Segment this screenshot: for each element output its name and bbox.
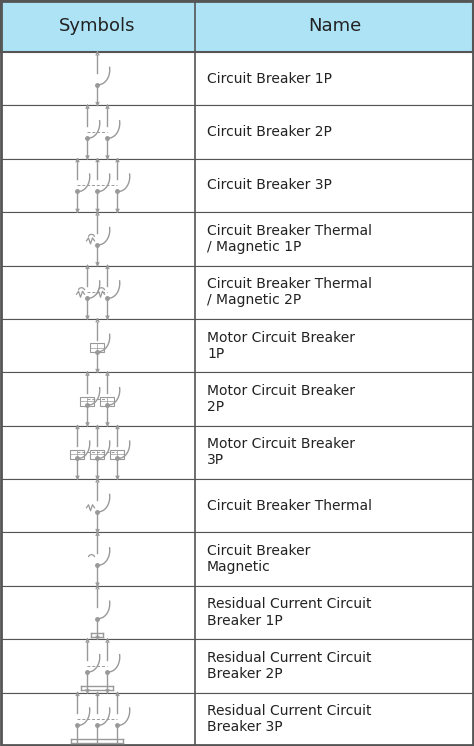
- Bar: [91, 343, 104, 352]
- Text: Circuit Breaker
Magnetic: Circuit Breaker Magnetic: [207, 544, 310, 574]
- Bar: [100, 397, 115, 406]
- Bar: [1, 533, 473, 586]
- Text: Motor Circuit Breaker
2P: Motor Circuit Breaker 2P: [207, 384, 355, 414]
- Bar: [1, 479, 473, 533]
- Text: Motor Circuit Breaker
3P: Motor Circuit Breaker 3P: [207, 437, 355, 468]
- Text: Circuit Breaker 1P: Circuit Breaker 1P: [207, 72, 332, 86]
- Bar: [91, 450, 104, 459]
- Bar: [1, 639, 473, 692]
- Bar: [1, 1, 473, 52]
- Bar: [1, 372, 473, 426]
- Text: Circuit Breaker Thermal: Circuit Breaker Thermal: [207, 499, 372, 513]
- Bar: [1, 159, 473, 212]
- Text: Residual Current Circuit
Breaker 3P: Residual Current Circuit Breaker 3P: [207, 704, 372, 734]
- Text: Symbols: Symbols: [59, 17, 136, 35]
- Bar: [1, 586, 473, 639]
- Text: Circuit Breaker Thermal
/ Magnetic 1P: Circuit Breaker Thermal / Magnetic 1P: [207, 224, 372, 254]
- Bar: [1, 692, 473, 746]
- Text: Circuit Breaker 2P: Circuit Breaker 2P: [207, 125, 332, 139]
- Text: Circuit Breaker Thermal
/ Magnetic 2P: Circuit Breaker Thermal / Magnetic 2P: [207, 277, 372, 307]
- Bar: [110, 450, 125, 459]
- Text: Name: Name: [308, 17, 361, 35]
- Text: Residual Current Circuit
Breaker 1P: Residual Current Circuit Breaker 1P: [207, 598, 372, 627]
- Bar: [1, 105, 473, 159]
- Text: Motor Circuit Breaker
1P: Motor Circuit Breaker 1P: [207, 330, 355, 361]
- Bar: [71, 450, 84, 459]
- Bar: [81, 397, 94, 406]
- Bar: [1, 52, 473, 105]
- Bar: [1, 212, 473, 266]
- Text: Residual Current Circuit
Breaker 2P: Residual Current Circuit Breaker 2P: [207, 651, 372, 681]
- Text: Circuit Breaker 3P: Circuit Breaker 3P: [207, 178, 332, 192]
- Bar: [1, 266, 473, 319]
- Bar: [1, 426, 473, 479]
- Bar: [1, 319, 473, 372]
